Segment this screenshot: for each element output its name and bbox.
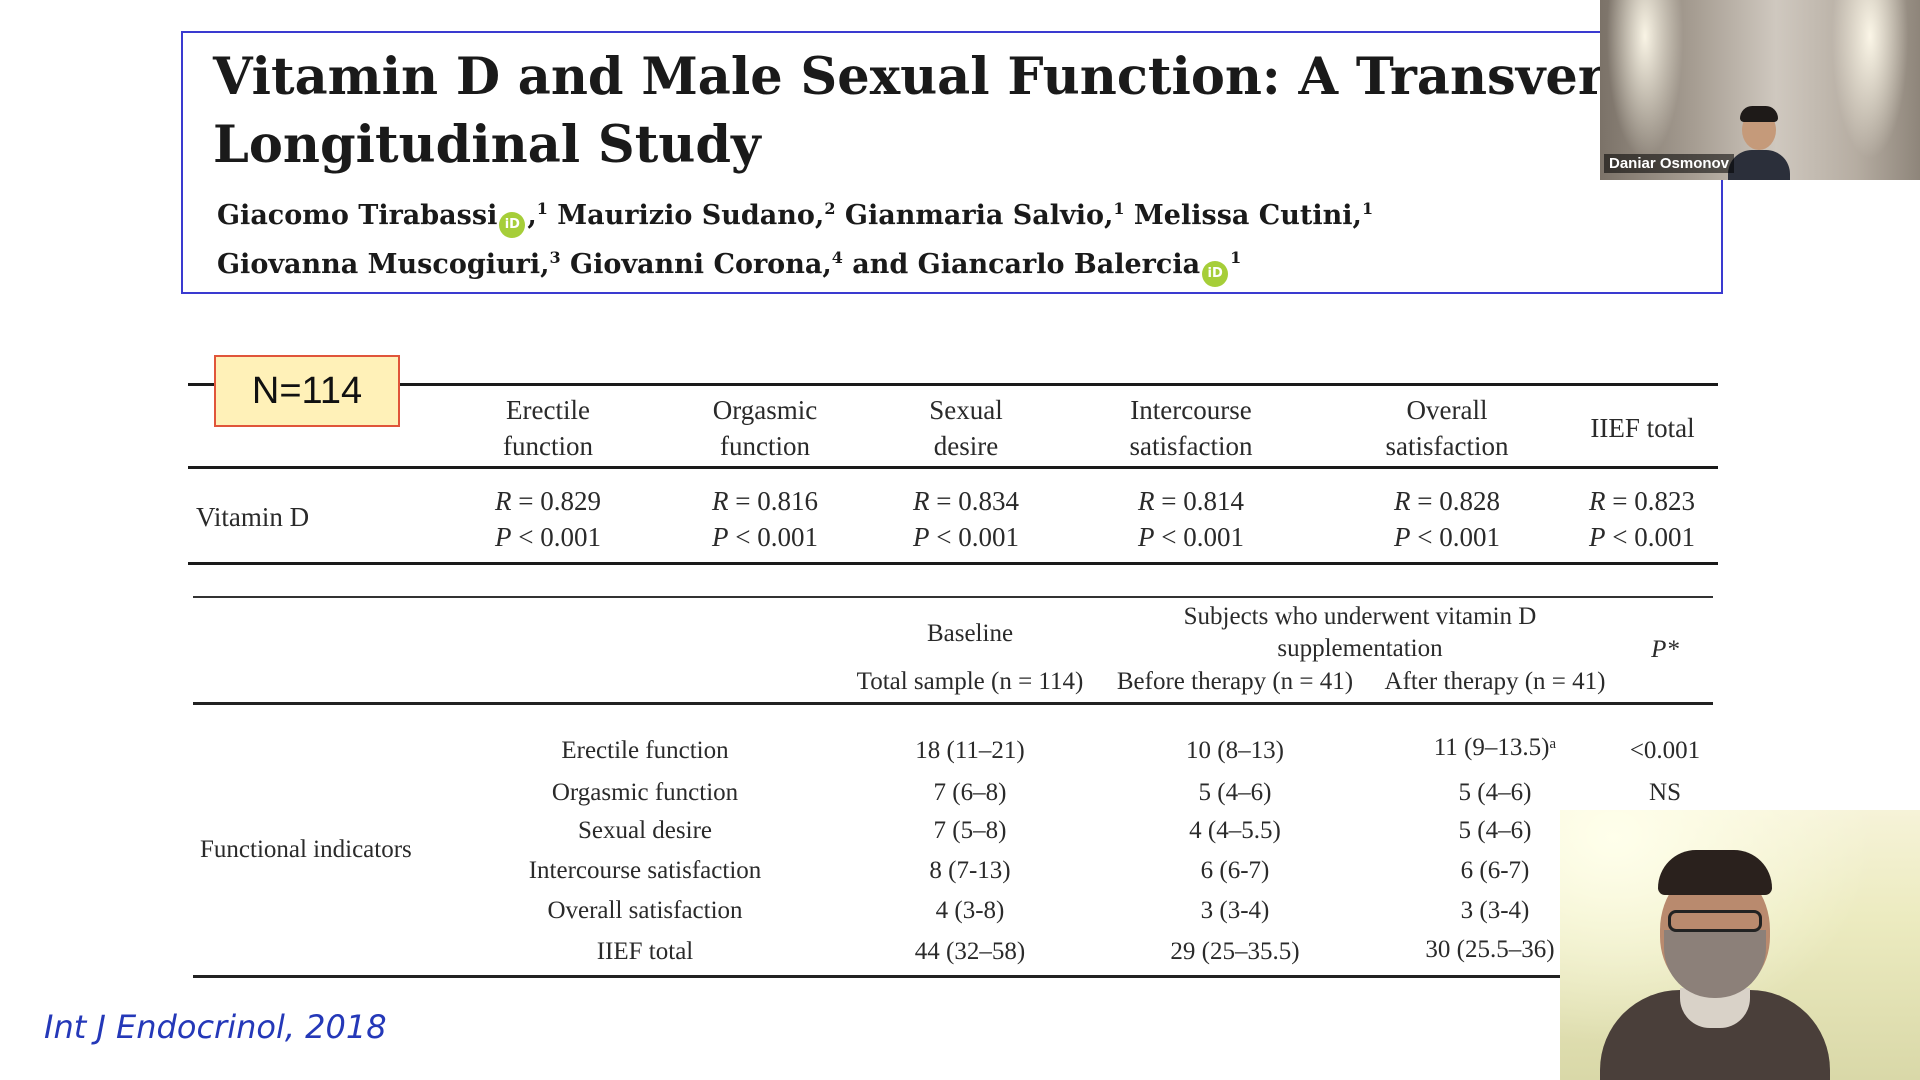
author-name: Giovanni Corona, bbox=[570, 249, 832, 280]
table2-cell: 7 (6–8) bbox=[933, 779, 1007, 806]
table2-cell: 8 (7-13) bbox=[929, 857, 1011, 884]
table2-cell: 6 (6-7) bbox=[1460, 857, 1530, 884]
participant-name-label: Daniar Osmonov bbox=[1604, 154, 1735, 173]
table2-header-after: After therapy (n = 41) bbox=[1384, 668, 1606, 695]
author-name: Maurizio Sudano, bbox=[557, 200, 825, 231]
table2-row-label: Sexual desire bbox=[578, 817, 712, 844]
author-name: Gianmaria Salvio, bbox=[844, 200, 1114, 231]
table2-top-rule bbox=[193, 596, 1713, 598]
table2-cell: 4 (4–5.5) bbox=[1189, 817, 1281, 844]
affiliation-sup: 2 bbox=[824, 199, 836, 218]
table2-cell: 29 (25–35.5) bbox=[1170, 938, 1300, 965]
table2-header-baseline: Baseline bbox=[926, 620, 1014, 647]
table2-cell: 6 (6-7) bbox=[1200, 857, 1270, 884]
table2-cell: 3 (3-4) bbox=[1200, 897, 1270, 924]
table2-mid-rule bbox=[193, 702, 1713, 705]
author-line: Giovanna Muscogiuri,3 Giovanni Corona,4 … bbox=[217, 238, 1373, 287]
author-name: Melissa Cutini, bbox=[1133, 200, 1362, 231]
table1-top-rule bbox=[188, 383, 1718, 386]
table1-header-orgasmic: Orgasmic function bbox=[712, 395, 818, 461]
affiliation-sup: 1 bbox=[536, 199, 548, 218]
author-name: and Giancarlo Balercia bbox=[852, 249, 1201, 280]
paper-title-line: Vitamin D and Male Sexual Function: A Tr… bbox=[213, 47, 1723, 107]
table2-row-label: IIEF total bbox=[596, 938, 694, 965]
table1-cell: R = 0.823 P < 0.001 bbox=[1589, 486, 1695, 552]
participant-video-tile[interactable]: Daniar Osmonov bbox=[1600, 0, 1920, 180]
table1-cell: R = 0.828 P < 0.001 bbox=[1394, 486, 1500, 552]
table1-header-desire: Sexual desire bbox=[929, 395, 1003, 461]
table1-header-overall: Overall satisfaction bbox=[1385, 395, 1509, 461]
sample-size-badge: N=114 bbox=[214, 355, 400, 427]
table2-cell: 10 (8–13) bbox=[1186, 737, 1284, 764]
participant-avatar bbox=[1728, 104, 1790, 180]
table1-cell: R = 0.834 P < 0.001 bbox=[913, 486, 1019, 552]
table1-cell: R = 0.814 P < 0.001 bbox=[1138, 486, 1244, 552]
table2-cell: 5 (4–6) bbox=[1458, 779, 1532, 806]
table2-header-total: Total sample (n = 114) bbox=[856, 668, 1084, 695]
table2-cell: NS bbox=[1649, 779, 1681, 806]
affiliation-sup: 4 bbox=[831, 248, 843, 267]
table1-header-intercourse: Intercourse satisfaction bbox=[1129, 395, 1253, 461]
affiliation-sup: 1 bbox=[1113, 199, 1125, 218]
table2-header-before: Before therapy (n = 41) bbox=[1116, 668, 1354, 695]
table2-cell: 3 (3-4) bbox=[1460, 897, 1530, 924]
table2-row-label: Orgasmic function bbox=[551, 779, 739, 806]
author-list: Giacomo Tirabassi iD ,1 Maurizio Sudano,2 … bbox=[217, 189, 1373, 287]
table1-cell: R = 0.816 P < 0.001 bbox=[712, 486, 818, 552]
affiliation-sup: 3 bbox=[549, 248, 561, 267]
table1-row-label: Vitamin D bbox=[196, 502, 310, 532]
table2-row-label: Erectile function bbox=[561, 737, 729, 764]
speaker-video-tile[interactable] bbox=[1560, 810, 1920, 1080]
table2-cell: 7 (5–8) bbox=[933, 817, 1007, 844]
table2-cell: 44 (32–58) bbox=[914, 938, 1026, 965]
video-lamp bbox=[1825, 0, 1915, 180]
video-lamp bbox=[1600, 0, 1690, 180]
table2-cell: 18 (11–21) bbox=[915, 737, 1025, 764]
table1-cell: R = 0.829 P < 0.001 bbox=[495, 486, 601, 552]
table2-cell: 11 (9–13.5)ᵃ bbox=[1433, 734, 1557, 761]
paper-header-box: Vitamin D and Male Sexual Function: A Tr… bbox=[181, 31, 1723, 294]
author-name: Giacomo Tirabassi bbox=[217, 200, 498, 231]
author-line: Giacomo Tirabassi iD ,1 Maurizio Sudano,2 … bbox=[217, 189, 1373, 238]
table1-header-erectile: Erectile function bbox=[503, 395, 593, 461]
table1-header-iief: IIEF total bbox=[1590, 413, 1695, 443]
table2-bottom-rule bbox=[193, 975, 1713, 978]
table2-cell: 5 (4–6) bbox=[1458, 817, 1532, 844]
table2-cell: <0.001 bbox=[1629, 737, 1701, 764]
table2-group-label: Functional indicators bbox=[200, 836, 412, 863]
affiliation-sup: 1 bbox=[1230, 248, 1242, 267]
paper-title: Vitamin D and Male Sexual Function: A Tr… bbox=[213, 43, 1723, 179]
table2-cell: 30 (25.5–36) bbox=[1425, 936, 1555, 963]
paper-title-line: Longitudinal Study bbox=[213, 115, 761, 175]
glasses-icon bbox=[1668, 910, 1762, 932]
table2-header-p: P* bbox=[1651, 636, 1679, 663]
author-name: Giovanna Muscogiuri, bbox=[217, 249, 550, 280]
table2-header-subjects: Subjects who underwent vitamin D supplem… bbox=[1183, 603, 1537, 662]
table2-cell: 4 (3-8) bbox=[935, 897, 1005, 924]
orcid-icon: iD bbox=[1202, 261, 1229, 287]
table1-bottom-rule bbox=[188, 562, 1718, 565]
affiliation-sup: 1 bbox=[1361, 199, 1374, 218]
orcid-icon: iD bbox=[499, 212, 526, 238]
table2-row-label: Intercourse satisfaction bbox=[528, 857, 762, 884]
table1-mid-rule bbox=[188, 466, 1718, 469]
table2-cell: 5 (4–6) bbox=[1198, 779, 1272, 806]
citation: Int J Endocrinol, 2018 bbox=[44, 1008, 387, 1046]
table2-row-label: Overall satisfaction bbox=[547, 897, 743, 924]
